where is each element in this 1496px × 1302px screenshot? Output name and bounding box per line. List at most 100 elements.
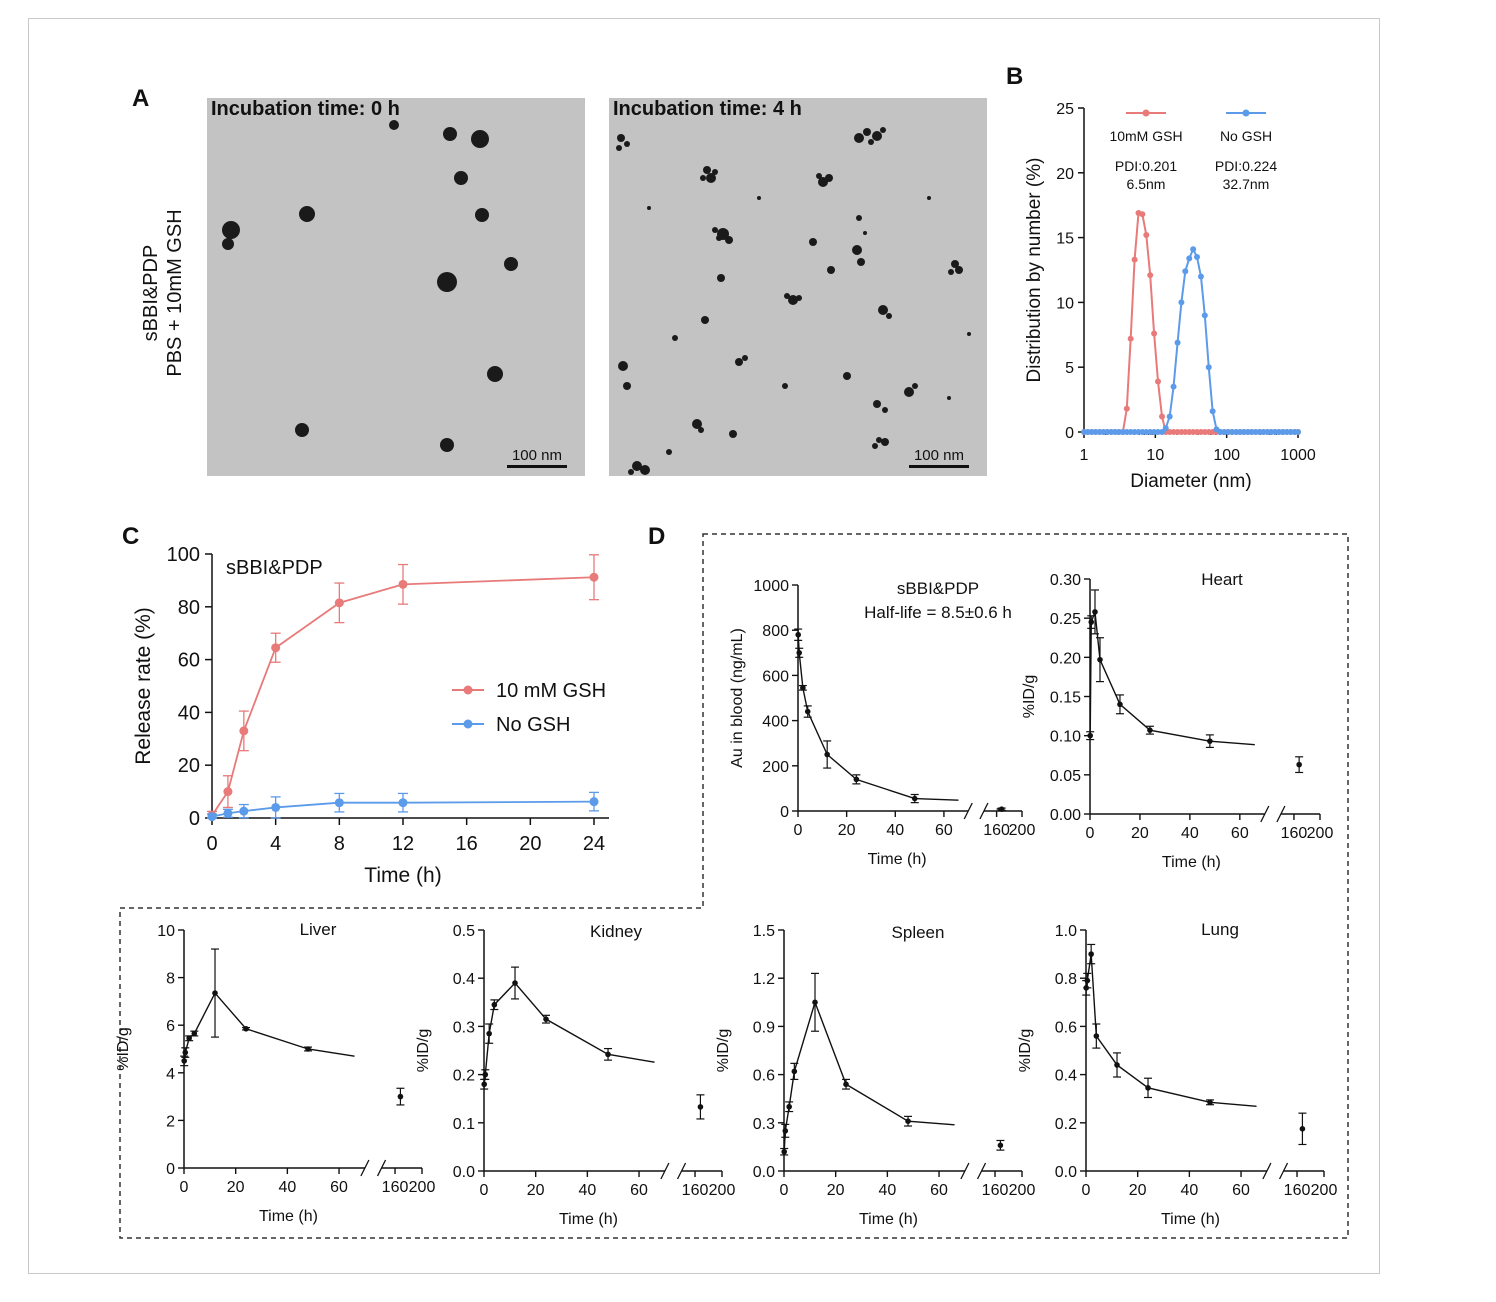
chart-d-heart: 0.00 0.05 0.10 0.15 0.20 0.25 0.30 0 20 40 60 160 20… bbox=[1021, 570, 1333, 871]
x-axis-label: Time (h) bbox=[559, 1211, 618, 1228]
x-tick-label: 200 bbox=[1009, 1182, 1036, 1199]
x-tick-label: 12 bbox=[392, 833, 414, 855]
chart-b: 0 5 10 15 20 25 1 10 100 1000 Diameter (nm) Distrib… bbox=[1024, 101, 1316, 492]
data-point bbox=[795, 631, 801, 638]
x-tick-label: 1000 bbox=[1280, 447, 1316, 464]
y-tick-label: 0 bbox=[780, 804, 789, 821]
data-point bbox=[1209, 408, 1216, 415]
y-tick-label: 0.6 bbox=[753, 1068, 775, 1085]
y-tick-label: 0 bbox=[189, 808, 200, 830]
legend-label: No GSH bbox=[1220, 128, 1272, 144]
chart-title: sBBI&PDP bbox=[897, 579, 979, 598]
nanoparticles-4h bbox=[616, 127, 971, 475]
data-point bbox=[1170, 383, 1177, 390]
data-point bbox=[182, 1049, 189, 1056]
x-tick-label: 200 bbox=[709, 1182, 736, 1199]
y-tick-label: 60 bbox=[178, 650, 200, 672]
data-point bbox=[1166, 413, 1173, 420]
data-point bbox=[1155, 378, 1162, 385]
axis-break-mark bbox=[660, 1162, 670, 1180]
x-tick-label: 160 bbox=[1284, 1182, 1311, 1199]
x-axis-label: Time (h) bbox=[868, 851, 927, 868]
x-tick-label: 200 bbox=[1009, 822, 1036, 839]
x-tick-label: 20 bbox=[227, 1179, 245, 1196]
axis-break-mark bbox=[676, 1162, 687, 1180]
y-tick-label: 0.2 bbox=[1055, 1116, 1077, 1133]
scale-bar-4h: 100 nm bbox=[909, 447, 969, 468]
data-point bbox=[804, 708, 811, 715]
y-tick-label: 0.15 bbox=[1050, 690, 1081, 707]
data-point bbox=[186, 1035, 192, 1042]
data-point bbox=[589, 797, 599, 807]
y-tick-label: 80 bbox=[178, 597, 200, 619]
x-tick-label: 20 bbox=[519, 833, 541, 855]
data-point bbox=[482, 1071, 489, 1078]
y-tick-label: 0.9 bbox=[753, 1019, 775, 1036]
data-point bbox=[1127, 335, 1134, 342]
data-point bbox=[911, 795, 918, 802]
y-tick-label: 100 bbox=[167, 544, 200, 566]
axis-break-mark bbox=[1262, 1162, 1272, 1180]
series-line bbox=[783, 1000, 955, 1152]
data-point bbox=[1186, 255, 1193, 262]
data-point bbox=[796, 650, 803, 656]
legend-marker bbox=[463, 719, 473, 729]
y-tick-label: 0.4 bbox=[1055, 1068, 1077, 1085]
series-line bbox=[1084, 211, 1298, 433]
y-tick-label: 0.6 bbox=[1055, 1019, 1077, 1036]
data-point bbox=[781, 1148, 788, 1155]
scale-bar-line bbox=[507, 465, 567, 468]
data-point bbox=[1093, 1033, 1100, 1039]
data-point bbox=[191, 1030, 198, 1037]
data-point bbox=[824, 751, 830, 758]
nanoparticles-0h bbox=[222, 120, 518, 452]
y-axis-label: Au in blood (ng/mL) bbox=[729, 628, 746, 768]
legend-marker bbox=[1242, 109, 1250, 117]
data-point bbox=[1295, 429, 1301, 435]
series-line bbox=[1089, 611, 1255, 746]
chart-title: Liver bbox=[300, 920, 337, 939]
data-point bbox=[481, 1081, 488, 1088]
data-point bbox=[905, 1118, 911, 1124]
data-point bbox=[397, 1093, 404, 1100]
x-tick-label: 40 bbox=[878, 1182, 896, 1199]
data-point bbox=[1097, 656, 1103, 663]
chart-subtitle: Half-life = 8.5±0.6 h bbox=[864, 603, 1012, 622]
x-tick-label: 40 bbox=[1181, 825, 1199, 842]
y-tick-label: 10 bbox=[1056, 295, 1074, 312]
data-point bbox=[1158, 429, 1165, 435]
data-point bbox=[212, 990, 218, 996]
chart-c: 0 20 40 60 80 100 0 4 8 12 16 20 24 Time (h) Release r… bbox=[132, 544, 609, 887]
y-tick-label: 0.4 bbox=[453, 971, 475, 988]
x-axis-label: Time (h) bbox=[1162, 854, 1221, 871]
axis-break-mark bbox=[960, 1162, 970, 1180]
data-point bbox=[398, 798, 408, 808]
scale-bar-label: 100 nm bbox=[913, 447, 965, 464]
y-axis-label: %ID/g bbox=[115, 1027, 132, 1071]
scale-bar-0h: 100 nm bbox=[507, 447, 567, 468]
y-tick-label: 40 bbox=[178, 702, 200, 724]
x-tick-label: 10 bbox=[1146, 447, 1164, 464]
x-tick-label: 40 bbox=[578, 1182, 596, 1199]
data-point bbox=[1145, 1085, 1151, 1091]
panel-d-dashed-border bbox=[119, 533, 1349, 1239]
y-axis-label: %ID/g bbox=[715, 1029, 732, 1073]
panel-label-c: C bbox=[122, 523, 139, 550]
x-axis-label: Diameter (nm) bbox=[1130, 471, 1251, 492]
y-axis-label: %ID/g bbox=[1021, 675, 1038, 719]
y-tick-label: 8 bbox=[166, 971, 175, 988]
y-tick-label: 0.3 bbox=[453, 1019, 475, 1036]
data-point bbox=[1147, 727, 1153, 733]
tem-image-0h: Incubation time: 0 h 100 nm bbox=[207, 98, 585, 476]
data-point bbox=[1296, 761, 1302, 768]
chart-d-spleen: 0.0 0.3 0.6 0.9 1.2 1.5 0 20 40 60 160 200 Time (h)%… bbox=[715, 923, 1035, 1228]
tem-title-4h: Incubation time: 4 h bbox=[613, 98, 802, 120]
legend-size: 6.5nm bbox=[1127, 176, 1166, 192]
y-tick-label: 15 bbox=[1056, 231, 1074, 248]
y-tick-label: 1.2 bbox=[753, 971, 775, 988]
y-tick-label: 0.05 bbox=[1050, 768, 1081, 785]
x-tick-label: 0 bbox=[1086, 825, 1095, 842]
x-tick-label: 200 bbox=[409, 1179, 436, 1196]
x-tick-label: 60 bbox=[330, 1179, 348, 1196]
